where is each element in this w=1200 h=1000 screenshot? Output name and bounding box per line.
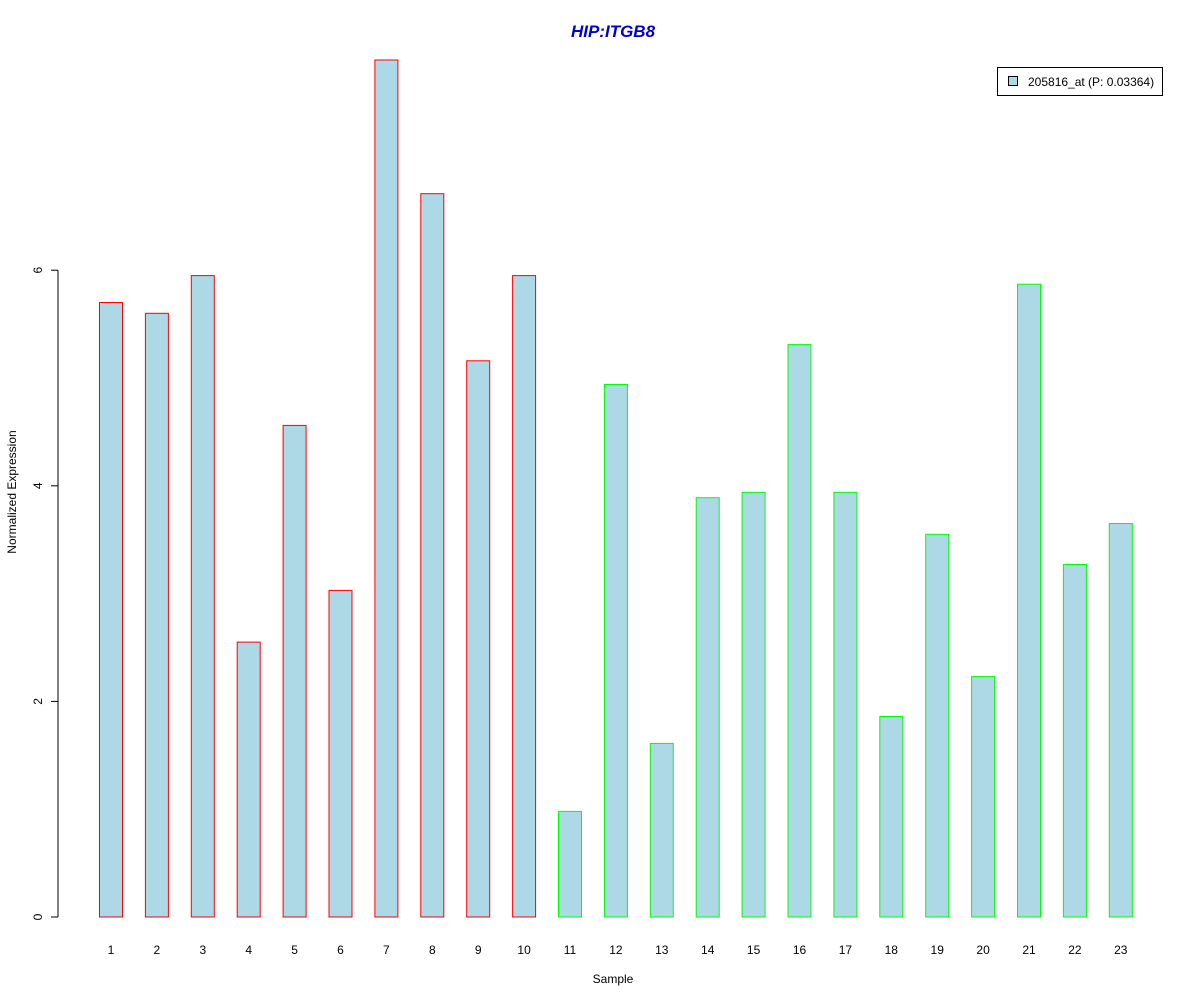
bar xyxy=(328,589,353,918)
y-tick-label: 2 xyxy=(31,698,45,705)
bar xyxy=(741,491,766,918)
bar xyxy=(1062,564,1087,918)
x-tick-label: 17 xyxy=(839,943,853,957)
bar xyxy=(99,302,123,918)
x-tick-label: 1 xyxy=(108,943,115,957)
x-tick-label: 20 xyxy=(976,943,990,957)
x-tick-label: 19 xyxy=(931,943,945,957)
x-tick-label: 9 xyxy=(475,943,482,957)
bar xyxy=(879,716,904,918)
bar xyxy=(833,491,858,918)
x-tick-label: 6 xyxy=(337,943,344,957)
bar xyxy=(925,533,950,918)
x-tick-label: 16 xyxy=(793,943,807,957)
chart-title: HIP:ITGB8 xyxy=(571,22,656,41)
legend-box xyxy=(997,67,1163,96)
x-tick-label: 10 xyxy=(517,943,531,957)
bar xyxy=(971,676,996,918)
x-tick-label: 22 xyxy=(1068,943,1082,957)
bar xyxy=(374,59,399,918)
bar xyxy=(190,275,215,918)
bars xyxy=(99,59,1133,918)
legend-swatch xyxy=(1008,76,1018,86)
bar xyxy=(1017,283,1041,918)
x-tick-labels: 1 2 3 4 5 6 7 8 9 10 11 12 13 14 15 16 17 18 19 20 21 22 23 xyxy=(108,943,1128,957)
x-tick-label: 14 xyxy=(701,943,715,957)
y-tick-label: 4 xyxy=(31,482,45,489)
x-tick-label: 7 xyxy=(383,943,390,957)
bar xyxy=(787,344,812,918)
bar xyxy=(420,193,445,918)
bar xyxy=(236,641,261,918)
bar xyxy=(695,497,720,918)
legend-label: 205816_at (P: 0.03364) xyxy=(1028,75,1154,89)
y-axis: 0 2 4 6 xyxy=(31,267,59,920)
legend: 205816_at (P: 0.03364) xyxy=(997,67,1163,96)
x-tick-label: 2 xyxy=(154,943,161,957)
x-tick-label: 15 xyxy=(747,943,761,957)
x-tick-label: 3 xyxy=(199,943,206,957)
x-axis-label: Sample xyxy=(593,972,634,986)
bar xyxy=(466,360,491,918)
y-tick-label: 0 xyxy=(31,913,45,920)
x-tick-label: 21 xyxy=(1022,943,1036,957)
x-tick-label: 8 xyxy=(429,943,436,957)
bar xyxy=(1108,523,1133,918)
x-tick-label: 18 xyxy=(885,943,899,957)
bar xyxy=(512,275,537,918)
bar xyxy=(558,810,582,918)
bar xyxy=(144,312,169,918)
bar xyxy=(282,424,307,918)
x-tick-label: 4 xyxy=(245,943,252,957)
x-tick-label: 5 xyxy=(291,943,298,957)
x-tick-label: 12 xyxy=(609,943,623,957)
x-tick-label: 13 xyxy=(655,943,669,957)
bar xyxy=(603,384,628,918)
x-tick-label: 11 xyxy=(564,943,577,957)
x-tick-label: 23 xyxy=(1114,943,1128,957)
y-tick-label: 6 xyxy=(31,267,45,274)
y-axis-label: Normalized Expression xyxy=(5,430,19,553)
bar xyxy=(649,742,674,918)
